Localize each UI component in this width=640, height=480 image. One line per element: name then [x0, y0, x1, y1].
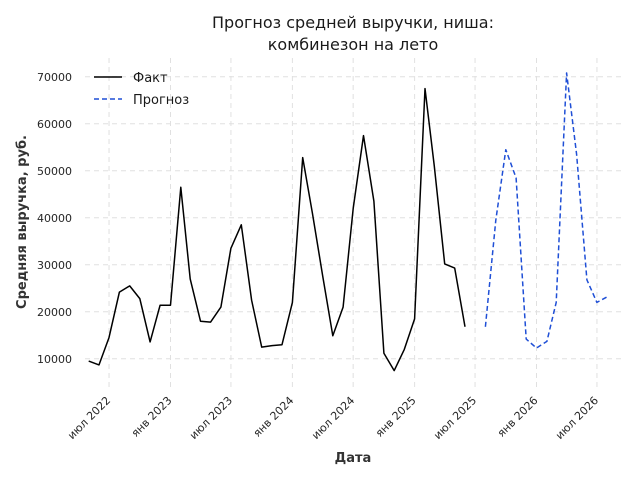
y-tick-label: 40000 [37, 212, 72, 225]
x-tick-label: июл 2023 [187, 394, 235, 442]
y-tick-label: 10000 [37, 353, 72, 366]
x-tick-label: июл 2026 [553, 394, 601, 442]
x-tick-label: июл 2025 [431, 394, 479, 442]
x-axis-label: Дата [335, 451, 372, 466]
y-axis-ticks: 10000 20000 30000 40000 50000 60000 70000 [37, 71, 72, 366]
x-tick-label: июл 2024 [309, 394, 357, 442]
x-tick-label: янв 2026 [495, 394, 541, 440]
grid [85, 58, 624, 387]
x-tick-label: янв 2025 [373, 394, 419, 440]
forecast-series-line [484, 72, 608, 349]
actual-series-line [88, 87, 466, 372]
x-tick-label: июл 2022 [65, 394, 113, 442]
series-layer [88, 72, 608, 372]
x-tick-label: янв 2024 [251, 394, 297, 440]
y-tick-label: 30000 [37, 259, 72, 272]
x-axis-ticks: июл 2022 янв 2023 июл 2023 янв 2024 июл 2024… [65, 394, 601, 442]
chart-title: Прогноз средней выручки, ниша: комбинезо… [212, 13, 494, 54]
chart-title-line-1: Прогноз средней выручки, ниша: [212, 13, 494, 32]
y-axis-label: Средняя выручка, руб. [15, 135, 30, 309]
y-tick-label: 20000 [37, 306, 72, 319]
legend: Факт Прогноз [94, 71, 189, 108]
y-tick-label: 70000 [37, 71, 72, 84]
y-tick-label: 60000 [37, 118, 72, 131]
chart-title-line-2: комбинезон на лето [268, 35, 438, 54]
legend-label: Факт [133, 71, 168, 86]
legend-label: Прогноз [133, 93, 189, 108]
x-tick-label: янв 2023 [129, 394, 175, 440]
y-tick-label: 50000 [37, 165, 72, 178]
